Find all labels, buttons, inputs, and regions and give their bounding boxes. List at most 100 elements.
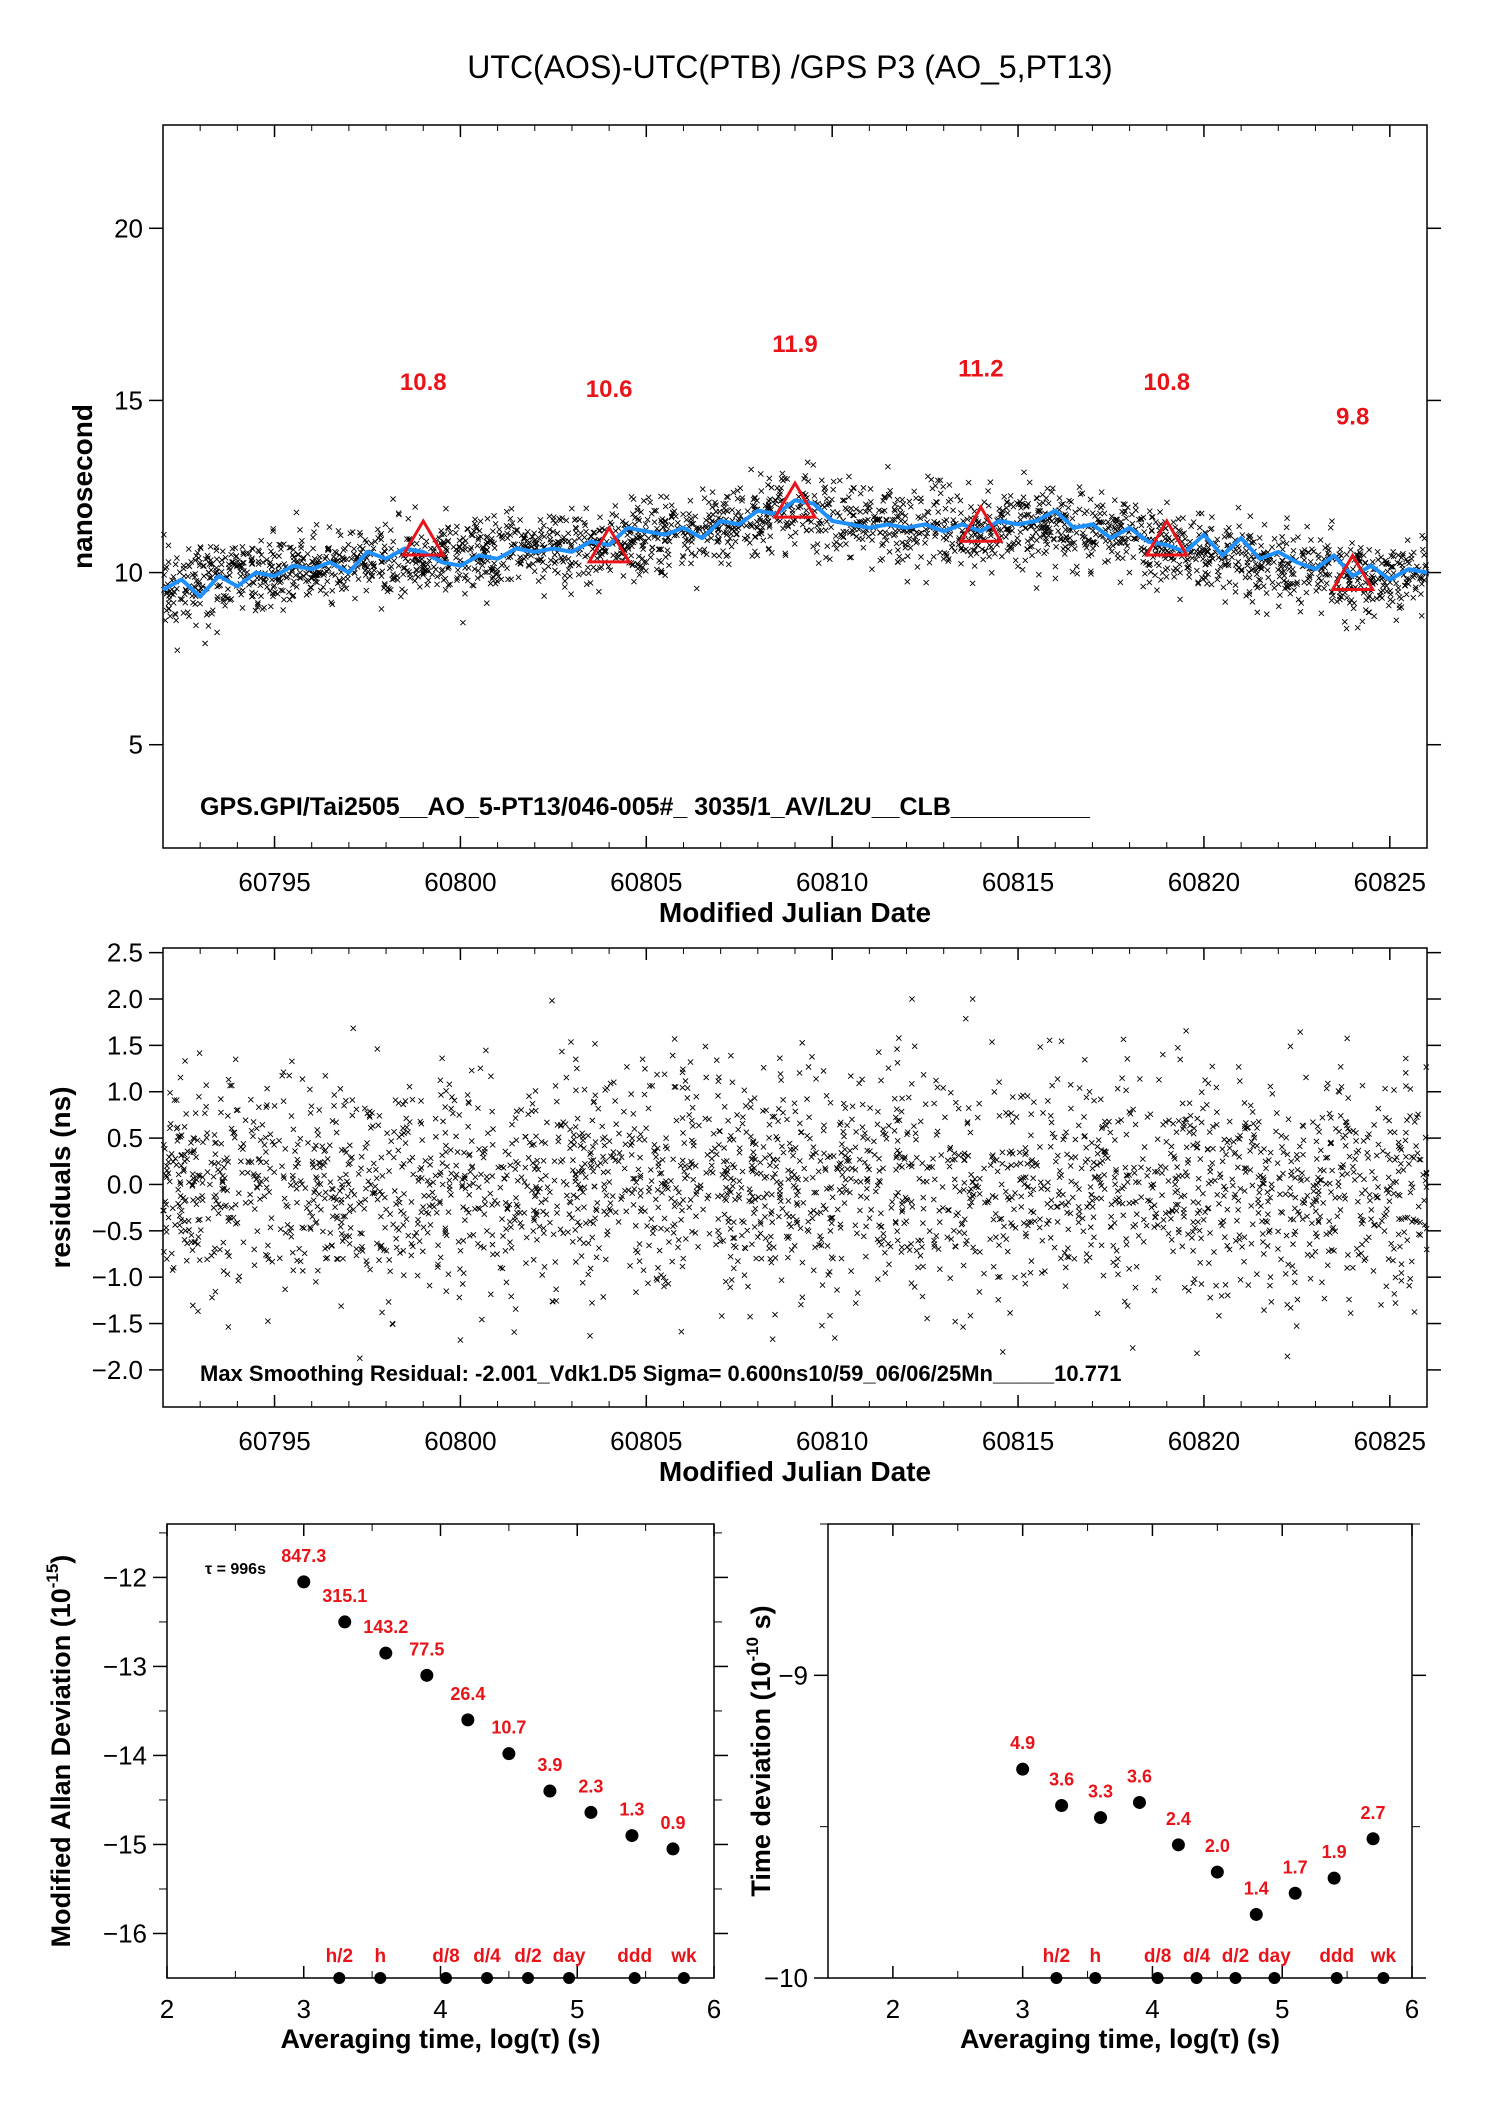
data-point: [1322, 544, 1329, 551]
triangle-label: 11.9: [772, 331, 817, 358]
x-tick-label: 60820: [1168, 867, 1240, 897]
x-tick-label: 60800: [424, 867, 496, 897]
data-point: [1024, 546, 1031, 553]
data-point: [846, 529, 853, 536]
data-point: [225, 586, 231, 593]
data-point: [1249, 598, 1256, 605]
data-point: [1236, 523, 1243, 530]
data-point: [1381, 579, 1388, 586]
data-point: [350, 551, 357, 557]
data-point: [977, 532, 984, 539]
data-point: [434, 573, 441, 580]
data-point: [635, 515, 642, 522]
data-point: [860, 528, 867, 535]
data-point: [973, 550, 980, 557]
data-point: [1111, 497, 1118, 504]
data-point: [754, 552, 761, 559]
data-point: [964, 516, 971, 523]
data-point: [906, 498, 913, 505]
data-point: [1305, 549, 1312, 556]
data-point: [841, 497, 848, 504]
data-point: [830, 486, 837, 493]
data-point: [1195, 580, 1202, 587]
data-point: [1022, 557, 1029, 564]
data-point: [219, 548, 226, 555]
data-point: [639, 555, 646, 562]
data-point: [991, 550, 998, 557]
data-point: [1175, 516, 1182, 523]
data-point: [454, 575, 461, 581]
data-point: [1148, 514, 1155, 521]
data-point: [1205, 544, 1212, 551]
data-point: [902, 544, 909, 551]
data-point: [687, 497, 694, 504]
data-point: [390, 575, 397, 582]
data-point: [546, 531, 553, 538]
data-point: [249, 546, 256, 552]
data-point: [594, 555, 601, 562]
data-point: [474, 575, 481, 581]
data-point: [704, 537, 711, 544]
data-point: [252, 607, 259, 614]
data-point: [943, 536, 950, 543]
data-point: [1421, 535, 1428, 542]
data-point: [551, 560, 558, 567]
data-point: [232, 553, 239, 560]
data-point: [1040, 499, 1047, 506]
data-point: [412, 571, 419, 578]
data-point: [985, 488, 992, 494]
data-point: [1356, 549, 1363, 556]
time-series-panel: 60795 60800 60805 60810 60815 60820 6082551015…: [67, 124, 1441, 928]
data-point: [1290, 547, 1297, 554]
data-point: [730, 489, 737, 496]
data-point: [1186, 569, 1193, 576]
data-point: [1418, 612, 1425, 619]
data-point: [585, 570, 592, 577]
data-point: [423, 538, 430, 545]
data-point: [869, 537, 875, 544]
data-point: [1141, 546, 1147, 552]
data-point: [924, 530, 931, 537]
data-point: [996, 505, 1003, 512]
data-point: [651, 519, 658, 526]
data-point: [1028, 543, 1035, 550]
data-point: [1050, 535, 1057, 542]
data-point: [1343, 594, 1350, 601]
y-tick-label: 15: [114, 385, 143, 415]
data-point: [598, 564, 605, 571]
y-tick-label: −2.0: [92, 1355, 143, 1385]
data-point: [391, 557, 397, 564]
data-point: [751, 548, 758, 555]
data-point: [445, 524, 451, 531]
data-point: [387, 527, 394, 534]
data-point: [985, 502, 992, 509]
data-point: [837, 531, 844, 538]
data-point: [293, 509, 300, 516]
data-point: [202, 640, 209, 647]
data-point: [324, 578, 331, 585]
data-point: [1055, 528, 1062, 534]
data-point: [420, 571, 427, 578]
data-point: [257, 582, 264, 589]
data-point: [1020, 494, 1027, 501]
data-point: [1069, 568, 1076, 575]
data-point: [1065, 546, 1072, 552]
data-point: [1393, 617, 1400, 624]
data-point: [1004, 510, 1011, 516]
data-point: [1132, 507, 1139, 514]
data-point: [255, 547, 262, 554]
data-point: [1035, 571, 1042, 578]
data-point: [275, 562, 282, 569]
data-point: [1045, 500, 1052, 507]
x-tick-label: 60825: [1354, 867, 1426, 897]
data-point: [213, 547, 220, 554]
data-point: [735, 508, 742, 515]
data-point: [666, 538, 673, 545]
data-point: [1125, 535, 1132, 542]
data-point: [902, 512, 909, 519]
data-point: [724, 552, 731, 558]
data-point: [1280, 539, 1287, 546]
data-point: [267, 559, 274, 566]
data-point: [1337, 546, 1344, 553]
data-point: [425, 577, 432, 584]
